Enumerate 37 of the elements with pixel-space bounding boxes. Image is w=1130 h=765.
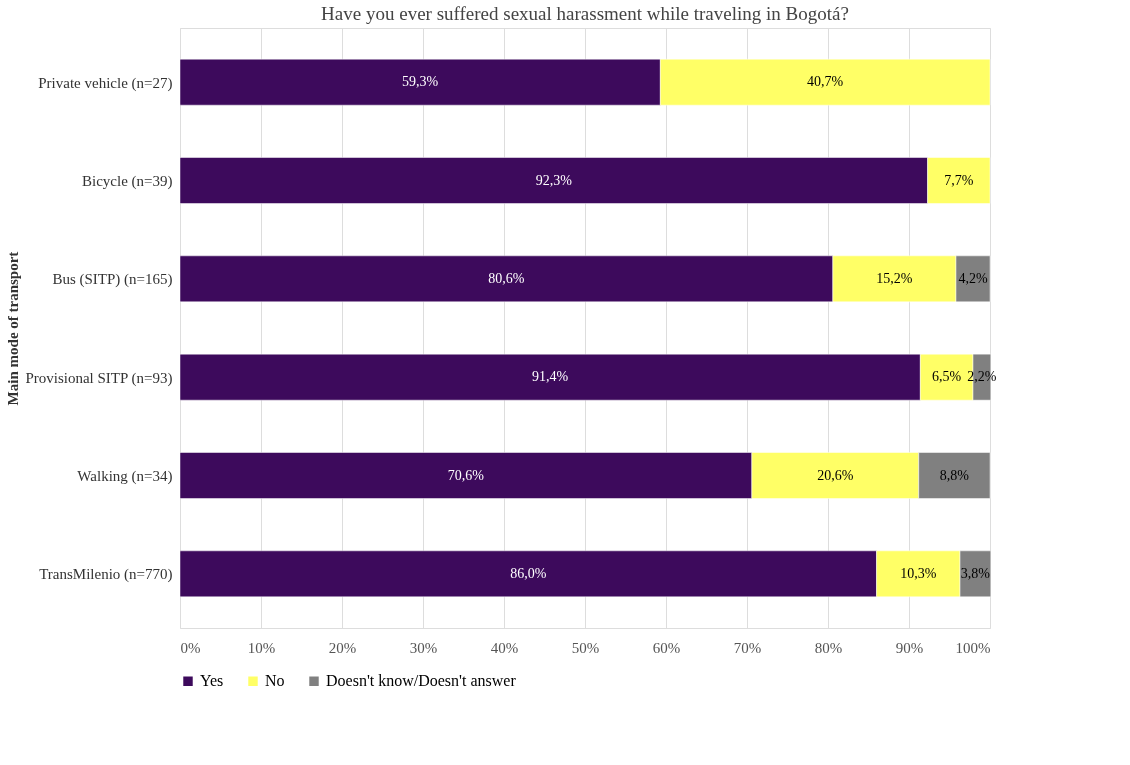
data-label: 15,2%	[876, 270, 913, 286]
x-tick-label: 50%	[571, 639, 600, 656]
data-label: 70,6%	[447, 467, 485, 483]
y-tick-label: Bus (SITP) (n=165)	[52, 271, 173, 289]
data-label: 20,6%	[817, 467, 854, 483]
x-tick-label: 30%	[409, 639, 438, 656]
data-label: 92,3%	[535, 172, 573, 188]
x-tick-label: 80%	[814, 639, 843, 656]
data-label: 8,8%	[939, 467, 970, 483]
y-tick-label: TransMilenio (n=770)	[39, 566, 173, 584]
x-tick-label: 10%	[247, 639, 276, 656]
data-label: 86,0%	[510, 565, 547, 581]
legend-label: Doesn't know/Doesn't answer	[326, 672, 517, 690]
data-label: 91,4%	[532, 369, 569, 385]
x-tick-label: 20%	[328, 639, 357, 656]
data-label: 10,3%	[900, 565, 937, 581]
y-tick-label: Provisional SITP (n=93)	[25, 369, 173, 387]
legend-label: Yes	[200, 672, 224, 690]
data-label: 59,3%	[402, 74, 439, 90]
y-axis-title: Main mode of transport	[4, 251, 21, 406]
data-label: 6,5%	[932, 369, 962, 385]
chart-title: Have you ever suffered sexual harassment while traveling in Bogotá?	[321, 3, 849, 24]
x-tick-label: 90%	[895, 639, 924, 656]
x-tick-label: 40%	[490, 639, 519, 656]
y-tick-label: Private vehicle (n=27)	[38, 74, 173, 92]
x-tick-label: 100%	[955, 639, 991, 656]
data-label: 7,7%	[944, 172, 974, 188]
legend-label: No	[265, 672, 285, 690]
x-tick-label: 60%	[652, 639, 681, 656]
data-label: 4,2%	[958, 270, 988, 286]
data-label: 3,8%	[960, 565, 991, 581]
y-tick-label: Walking (n=34)	[77, 468, 173, 485]
x-tick-label: 0%	[180, 639, 201, 656]
y-tick-label: Bicycle (n=39)	[81, 173, 173, 190]
data-label: 40,7%	[807, 74, 844, 90]
x-tick-label: 70%	[733, 639, 762, 656]
data-label: 80,6%	[488, 270, 525, 286]
